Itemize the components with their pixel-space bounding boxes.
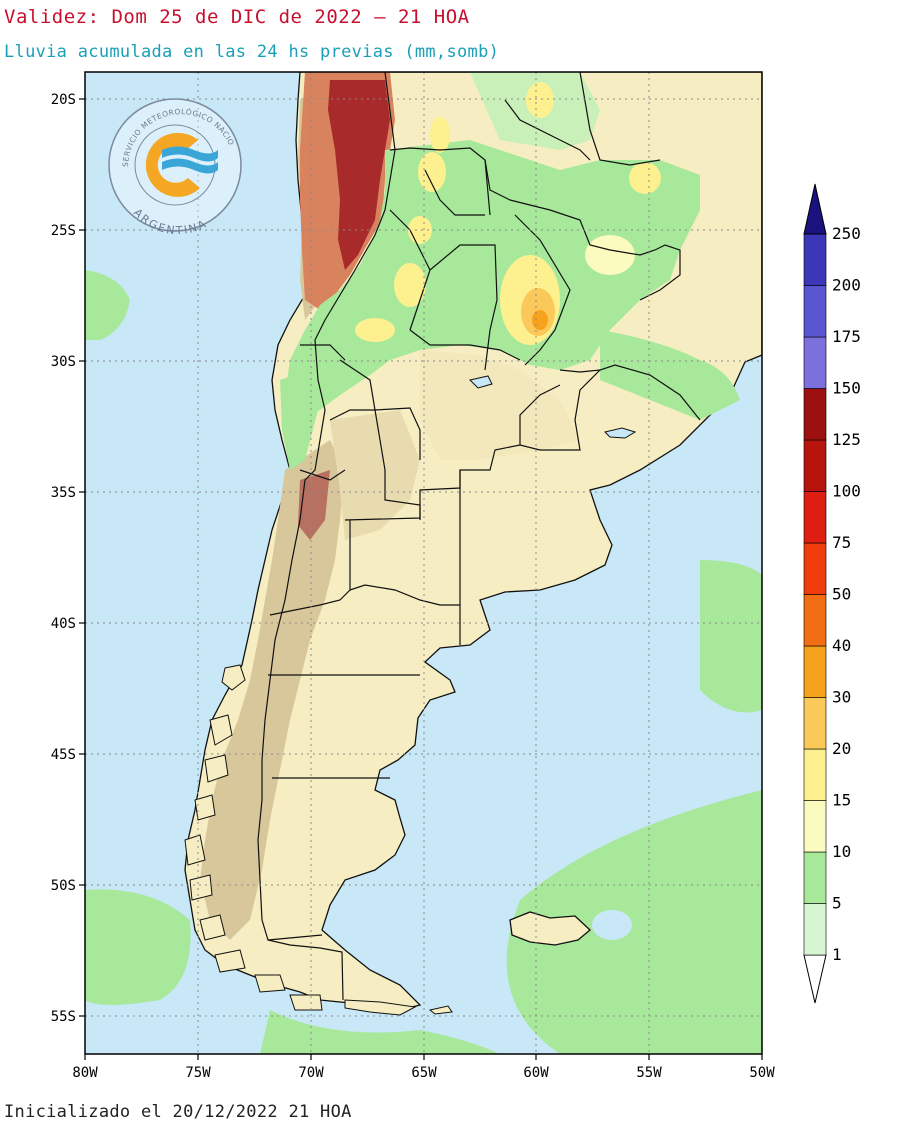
colorbar-label: 175 (832, 327, 861, 346)
rain-cell-3 (394, 263, 426, 307)
rain-cell-8-peak (532, 310, 548, 330)
atlantic-rain-patch-south (506, 790, 762, 1054)
colorbar-segment (803, 697, 827, 750)
colorbar-label: 150 (832, 379, 861, 398)
rain-cell-6 (526, 82, 554, 118)
laguna-north (469, 375, 493, 389)
lat-label: 30S (51, 354, 76, 370)
colorbar-high-arrow (803, 183, 827, 235)
colorbar-segment (803, 645, 827, 698)
colorbar-segment (803, 748, 827, 801)
rain-cell-2 (430, 117, 450, 153)
lon-label: 75W (185, 1065, 211, 1081)
colorbar-segment (803, 285, 827, 338)
colorbar-label: 20 (832, 739, 851, 758)
colorbar-label: 100 (832, 482, 861, 501)
rain-cell-1 (418, 152, 446, 192)
colorbar-label: 75 (832, 533, 851, 552)
colorbar-segment (803, 800, 827, 853)
colorbar-label: 40 (832, 636, 851, 655)
colorbar-segment (803, 851, 827, 904)
colorbar-label: 125 (832, 430, 861, 449)
lon-label: 60W (523, 1065, 549, 1081)
colorbar-segment (803, 233, 827, 286)
boundaries (257, 72, 701, 1001)
colorbar-segment (803, 388, 827, 441)
colorbar-segment (803, 903, 827, 956)
lat-labels: 20S 25S 30S 35S 40S 45S 50S 55S (51, 92, 76, 1025)
lat-label: 55S (51, 1009, 76, 1025)
colorbar-segment (803, 336, 827, 389)
colorbar-label: 5 (832, 894, 842, 913)
lat-label: 35S (51, 485, 76, 501)
colorbar-low-arrow (803, 954, 827, 1004)
isla-estados (428, 1005, 453, 1015)
colorbar-label: 1 (832, 945, 842, 964)
lat-label: 50S (51, 878, 76, 894)
atlantic-hole (592, 910, 632, 940)
subtitle: Lluvia acumulada en las 24 hs previas (m… (4, 42, 500, 62)
init-footer: Inicializado el 20/12/2022 21 HOA (4, 1102, 352, 1122)
rain-cell-7 (629, 162, 661, 194)
lat-label: 45S (51, 747, 76, 763)
tierra-del-fuego-east (344, 999, 417, 1016)
colorbar-label: 250 (832, 224, 861, 243)
colorbar-label: 10 (832, 842, 851, 861)
chile-fjords (184, 664, 323, 1011)
lon-label: 70W (298, 1065, 324, 1081)
colorbar-label: 50 (832, 585, 851, 604)
colorbar-segment (803, 491, 827, 544)
tick-marks (79, 98, 763, 1060)
uruguay-rain-green (600, 330, 740, 420)
chile-central-green (280, 370, 318, 470)
gridlines (85, 72, 762, 1054)
lon-label: 55W (636, 1065, 662, 1081)
cuyo-terrain (330, 410, 420, 540)
rain-cell-9 (585, 235, 635, 275)
north-rain-green (285, 140, 700, 420)
colorbar-segment (803, 542, 827, 595)
lon-label: 65W (411, 1065, 437, 1081)
lat-label: 20S (51, 92, 76, 108)
malvinas-islands (509, 911, 591, 946)
andes-central-terrain (200, 440, 345, 940)
andes-rain-dark-red (328, 80, 390, 270)
colorbar-segment (803, 439, 827, 492)
colorbar-segment (803, 594, 827, 647)
pacific-rain-patch (85, 270, 130, 340)
colorbar-label: 15 (832, 791, 851, 810)
lat-label: 40S (51, 616, 76, 632)
validity-title: Validez: Dom 25 de DIC de 2022 — 21 HOA (4, 6, 470, 28)
wave-icon (162, 158, 218, 174)
pacific-rain-patch-south (85, 889, 191, 1005)
drake-rain-patch (260, 1010, 500, 1054)
lon-label: 80W (72, 1065, 98, 1081)
lon-labels: 80W 75W 70W 65W 60W 55W 50W (72, 1065, 775, 1081)
pampas-land (420, 350, 580, 460)
colorbar-label: 30 (832, 688, 851, 707)
wave-icon (162, 146, 218, 162)
andes-rain-central (298, 470, 330, 540)
atlantic-rain-patch-north (700, 560, 762, 713)
rain-cell-4 (355, 318, 395, 342)
lon-label: 50W (749, 1065, 775, 1081)
colorbar-label: 200 (832, 276, 861, 295)
lat-label: 25S (51, 223, 76, 239)
mar-chiquita (604, 427, 637, 439)
